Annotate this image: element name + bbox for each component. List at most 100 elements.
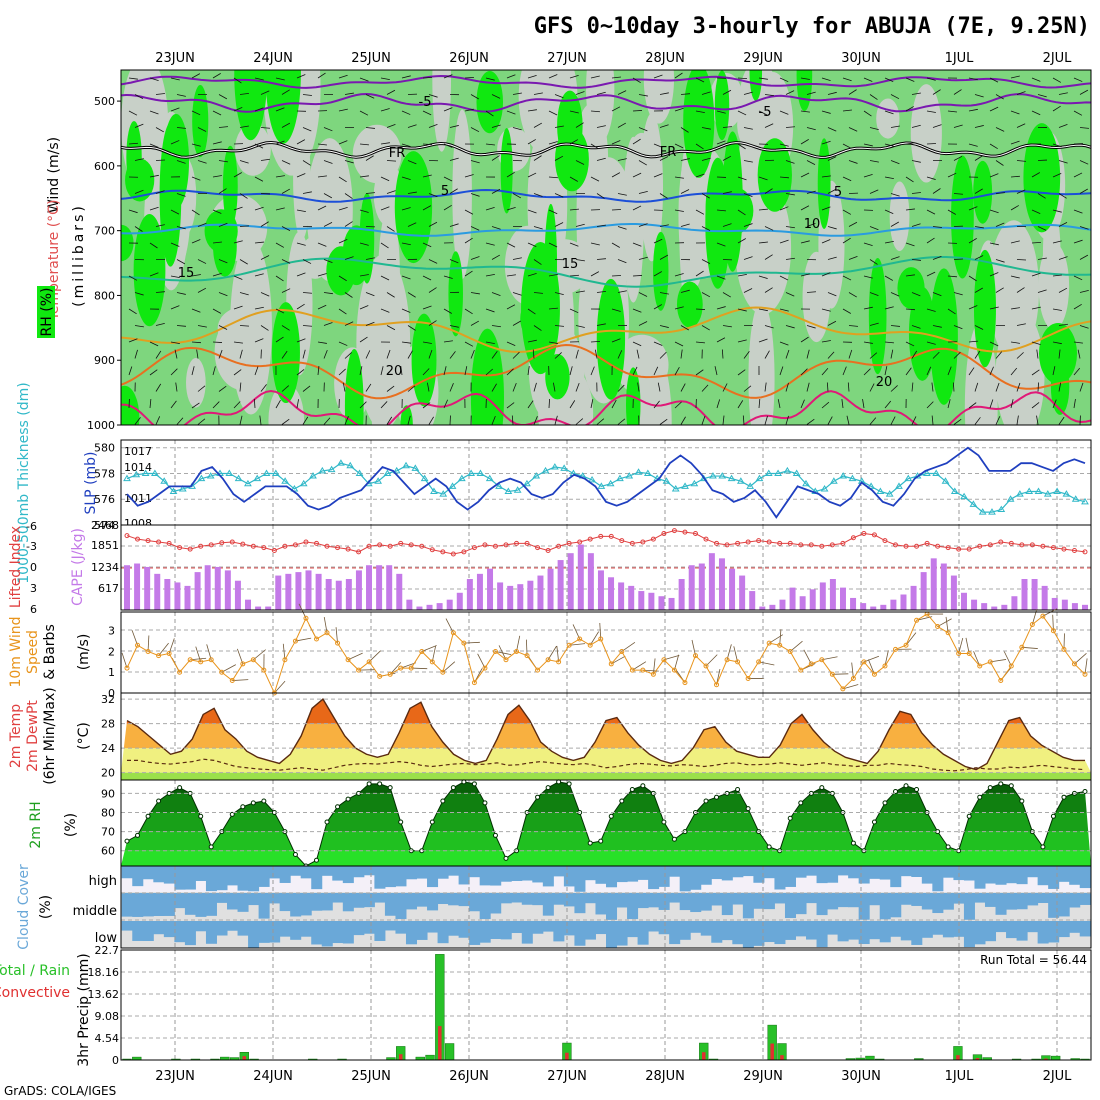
cape-bar [386,565,393,610]
wind-barb [386,89,396,95]
thickness-point [783,466,792,474]
cape-bar [245,599,252,610]
wind-tick-2: 2 [108,645,115,658]
cloud-cell [216,921,228,936]
wind-barb [281,325,290,331]
wind-barb [974,94,984,98]
wind-barb [974,382,979,392]
wind-barb [380,176,390,182]
wind-barb [552,382,556,392]
wind-barb [638,94,648,97]
wind-barb [638,292,648,297]
wind-barb [491,188,501,194]
wind-barb [1010,240,1020,244]
wind-barb [527,339,537,343]
cloud-cell [784,921,796,940]
wind-barb-10m [1063,633,1065,650]
cape-bar [829,579,836,610]
rh-legend-swatch [37,286,55,338]
cloud-cell [469,866,481,878]
wind-barb [842,109,852,112]
cloud-cell [142,921,154,942]
wind-barb [212,241,222,244]
wind-barb [422,341,432,344]
wind-barb [344,92,354,95]
li-point [924,540,930,546]
wind-barb [365,192,375,194]
wind-barb [653,400,660,409]
wind-barb [947,399,951,409]
wind-barb [338,176,347,183]
thickness-point [681,482,689,489]
rh-point [377,781,383,787]
li-point [745,539,751,545]
cloud-cell [995,893,1007,915]
thickness-point [736,477,745,484]
wind-speed-point [619,648,625,654]
cloud-cell [321,893,333,911]
wind-barb [884,400,892,409]
isotherm-label-0: -5 [419,95,432,110]
wind-barb [785,292,795,297]
thickness-point [988,508,996,515]
wind-barb [464,76,475,79]
wind-barb [317,143,327,146]
rh-band-2 [121,831,1091,851]
li-point [292,542,298,548]
panel-label: (6hr Min/Max) [42,687,58,784]
rh-high-region [817,138,831,229]
wind-barb [365,321,375,326]
wind-barb [659,351,667,359]
cloud-cell [290,866,302,876]
rh-high-region [121,385,140,425]
isotherm-label-3: FR [660,145,677,160]
rh-point [461,779,467,785]
wind-barb [743,223,753,227]
wind-barb [170,209,180,215]
cloud-cell [869,893,881,906]
cloud-cell [911,866,923,877]
li-point [914,543,920,549]
wind-barb [506,242,516,248]
cloud-unit: (%) [38,895,54,919]
wind-barb [281,160,291,165]
wind-barb [806,349,810,359]
li-point [492,543,498,549]
wind-barb [512,382,517,392]
li-point [577,539,583,545]
wind-barb [317,304,327,310]
cloud-cell [448,921,460,936]
wind-barb [170,107,180,112]
wind-barb [636,349,640,359]
wind-barb [449,259,459,264]
wind-barb [1052,399,1057,409]
cloud-cell [795,866,807,878]
cloud-label: Cloud Cover [16,864,32,950]
wind-speed-point [777,642,783,648]
top-date-7: 30JUN [841,51,881,66]
cape-bar [305,570,312,610]
rh-high-region [973,249,996,368]
cloud-cell [416,893,428,907]
wind-barb [386,226,395,232]
thickness-point [197,474,206,482]
wind-barb [1031,209,1041,215]
wind-barb [806,91,816,95]
wind-speed-point [945,630,951,636]
rh-point [1050,813,1056,819]
rh-high-region [326,246,356,296]
wind-barb [281,226,291,231]
wind-barb [737,110,747,116]
wind-barb [842,366,847,376]
wind-barb [196,349,199,359]
wind-barb [149,143,159,148]
wind-barb [737,339,747,343]
wind-barb [995,351,1003,359]
wind-barb [464,174,474,178]
wind-barb [737,143,746,150]
wind-barb [842,275,852,281]
wind-barb [218,385,227,392]
rh-point [156,798,162,804]
cloud-cell [363,893,375,908]
cloud-cell [563,921,575,936]
